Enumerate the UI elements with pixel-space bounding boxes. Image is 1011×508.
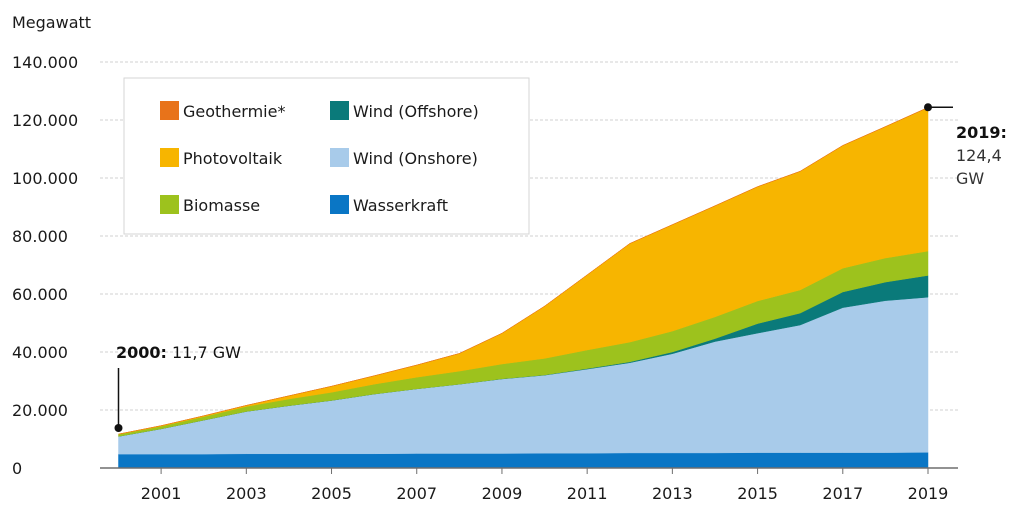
x-tick-label: 2013 — [652, 484, 693, 503]
y-axis-label: Megawatt — [12, 13, 91, 32]
y-tick-label: 80.000 — [12, 227, 68, 246]
legend-swatch — [160, 101, 179, 120]
legend-swatch — [330, 148, 349, 167]
x-tick-label: 2019 — [908, 484, 949, 503]
annotation-end-year: 2019: — [956, 123, 1007, 142]
axes: Megawatt 0 20.000 40.000 60.000 80.000 100.000… — [12, 13, 958, 503]
x-tick-label: 2001 — [141, 484, 182, 503]
y-tick-label: 20.000 — [12, 401, 68, 420]
x-tick-label: 2003 — [226, 484, 267, 503]
x-tick-label: 2005 — [311, 484, 352, 503]
annotation-start-year: 2000: — [116, 343, 167, 362]
legend-box — [123, 77, 530, 235]
y-tick-label: 0 — [12, 459, 22, 478]
y-tick-label: 60.000 — [12, 285, 68, 304]
legend-label: Geothermie* — [183, 102, 285, 121]
x-tick-label: 2015 — [737, 484, 778, 503]
annotations: 2000: 11,7 GW 2019: 124,4 GW — [114, 103, 1007, 432]
legend: Geothermie* Wind (Offshore) Photovoltaik Wi… — [123, 77, 530, 235]
x-tick-label: 2017 — [822, 484, 863, 503]
y-tick-label: 140.000 — [12, 53, 78, 72]
area-series — [118, 107, 929, 469]
legend-swatch — [330, 195, 349, 214]
legend-label: Wasserkraft — [353, 196, 448, 215]
legend-label: Biomasse — [183, 196, 260, 215]
x-tick-label: 2009 — [482, 484, 523, 503]
annotation-end-value: 124,4 — [956, 146, 1002, 165]
annotation-end-unit: GW — [956, 169, 984, 188]
area-wasserkraft — [118, 452, 929, 469]
annotation-start-value: 11,7 GW — [172, 343, 241, 362]
y-tick-label: 100.000 — [12, 169, 78, 188]
legend-label: Wind (Offshore) — [353, 102, 479, 121]
legend-label: Wind (Onshore) — [353, 149, 478, 168]
x-tick-label: 2011 — [567, 484, 608, 503]
annotation-end-dot — [924, 103, 932, 112]
legend-label: Photovoltaik — [183, 149, 283, 168]
y-tick-label: 120.000 — [12, 111, 78, 130]
y-tick-label: 40.000 — [12, 343, 68, 362]
legend-swatch — [160, 195, 179, 214]
x-tick-label: 2007 — [396, 484, 437, 503]
annotation-start-dot — [114, 424, 123, 432]
legend-swatch — [330, 101, 349, 120]
legend-swatch — [160, 148, 179, 167]
